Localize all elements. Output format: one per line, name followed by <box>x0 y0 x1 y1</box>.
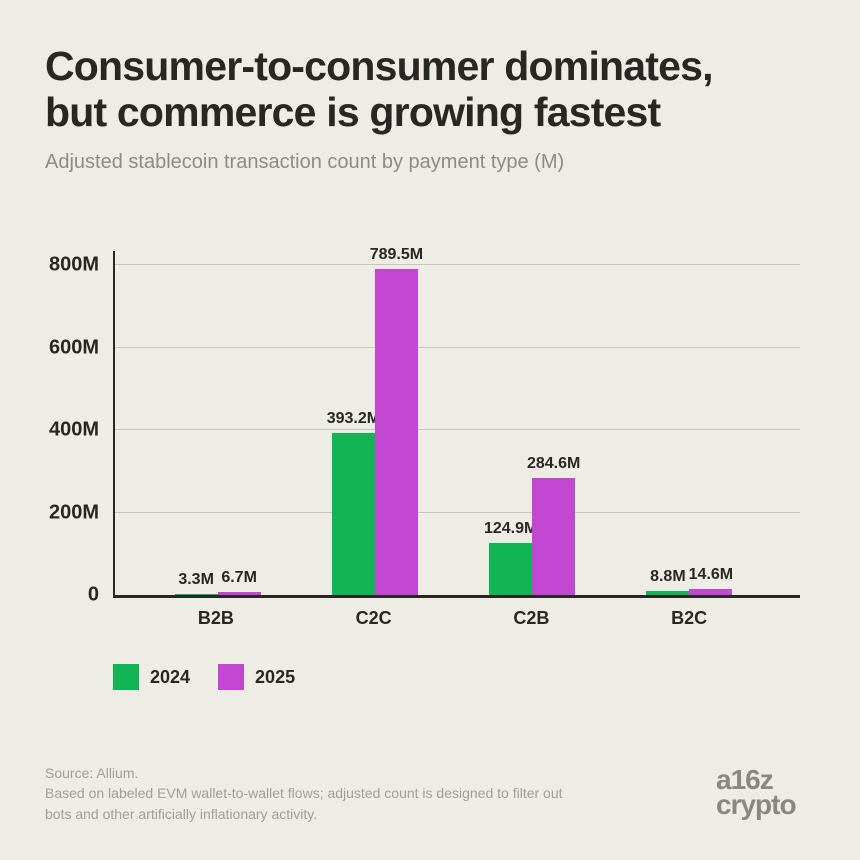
x-axis-label-c2b: C2B <box>513 608 550 628</box>
bar-value-label-2025-c2b: 284.6M <box>526 454 581 472</box>
legend-item-2025: 2025 <box>218 664 295 690</box>
category-group-b2b: 3.3M 6.7M <box>139 265 296 595</box>
chart-subtitle: Adjusted stablecoin transaction count by… <box>45 151 565 173</box>
bar-2024-c2c <box>331 432 375 595</box>
bar-value-label-2024-c2c: 393.2M <box>326 409 381 427</box>
bar-value-label-2024-c2b: 124.9M <box>483 520 538 538</box>
bar-column-2025-c2c: 789.5M <box>370 246 423 595</box>
y-axis-tick-800M: 800M <box>48 253 99 276</box>
x-axis-label-b2b: B2B <box>197 608 234 628</box>
legend-label-2024: 2024 <box>150 666 191 687</box>
a16z-crypto-logo: a16z crypto <box>716 764 797 820</box>
bar-2025-c2c <box>374 269 418 595</box>
legend-swatch-2025 <box>218 664 245 690</box>
legend: 2024 2025 <box>113 664 295 690</box>
bar-column-2025-b2b: 6.7M <box>217 265 261 595</box>
category-group-b2c: 8.8M 14.6M <box>611 265 768 595</box>
x-axis-label-c2c: C2C <box>355 608 392 628</box>
bar-2025-c2b <box>532 477 576 595</box>
bar-2024-c2b <box>489 543 533 595</box>
gridline-600M <box>115 346 800 348</box>
gridline-200M <box>115 511 800 513</box>
bar-column-2025-c2b: 284.6M <box>527 265 580 595</box>
bar-column-2024-c2b: 124.9M <box>484 265 537 595</box>
bar-2024-b2b <box>174 593 218 595</box>
category-group-c2b: 124.9M 284.6M <box>454 265 611 595</box>
plot-area: 0 200M 400M 600M 800M 3.3M 6.7M 393.2M 789.5M 124… <box>49 246 800 606</box>
legend-swatch-2024 <box>113 664 139 690</box>
bar-column-2024-b2b: 3.3M <box>174 265 218 595</box>
bar-2025-b2b <box>217 592 261 595</box>
logo-line-1: a16z <box>716 764 774 795</box>
legend-label-2025: 2025 <box>255 666 296 687</box>
plot-frame: 0 200M 400M 600M 800M 3.3M 6.7M 393.2M 789.5M 124… <box>49 246 800 606</box>
x-axis-labels: B2B C2C C2B B2C <box>113 608 800 629</box>
bar-column-2025-b2c: 14.6M <box>688 265 734 595</box>
y-axis-tick-0: 0 <box>87 583 99 606</box>
bar-2025-b2c <box>689 588 733 595</box>
bar-value-label-2025-b2b: 6.7M <box>221 569 257 587</box>
bar-value-label-2025-c2c: 789.5M <box>369 246 424 264</box>
bar-value-label-2025-b2c: 14.6M <box>688 565 734 583</box>
logo-line-2: crypto <box>716 788 797 820</box>
bar-column-2024-c2c: 393.2M <box>327 265 380 595</box>
page-title: Consumer-to-consumer dominates, but comm… <box>45 43 714 135</box>
x-axis-label-b2c: B2C <box>671 608 708 628</box>
bar-2024-b2c <box>646 591 690 595</box>
y-axis-tick-600M: 600M <box>48 336 99 358</box>
legend-item-2024: 2024 <box>113 664 190 690</box>
bar-column-2024-b2c: 8.8M <box>646 265 690 595</box>
category-group-c2c: 393.2M 789.5M <box>296 246 453 595</box>
bar-value-label-2024-b2c: 8.8M <box>650 568 686 586</box>
source-note: Source: Allium. Based on labeled EVM wal… <box>45 765 563 822</box>
y-axis-tick-400M: 400M <box>48 418 99 441</box>
bar-value-label-2024-b2b: 3.3M <box>178 570 214 588</box>
bar-groups: 3.3M 6.7M 393.2M 789.5M 124.9M 284.6M 8.8M 14.6… <box>115 246 800 595</box>
gridline-800M <box>115 264 800 265</box>
y-axis-tick-200M: 200M <box>48 501 99 523</box>
gridline-400M <box>115 429 800 430</box>
bar-chart: 0 200M 400M 600M 800M 3.3M 6.7M 393.2M 789.5M 124… <box>49 246 800 629</box>
